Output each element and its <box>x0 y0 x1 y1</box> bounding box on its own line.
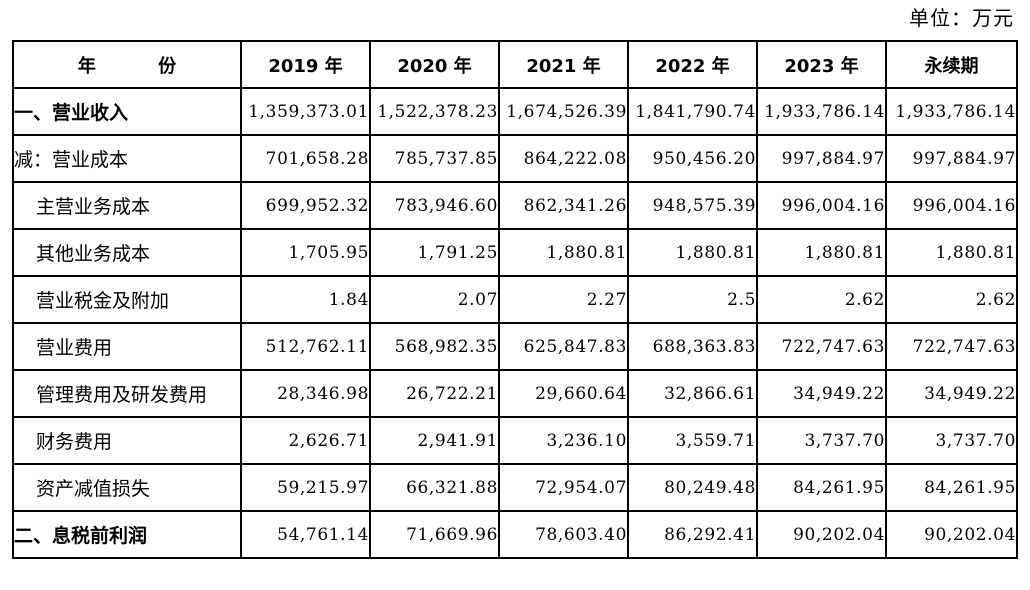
income-forecast-table: 年 份 2019 年 2020 年 2021 年 2022 年 2023 年 永… <box>12 40 1018 559</box>
row-label: 减：营业成本 <box>12 134 242 183</box>
row-label: 二、息税前利润 <box>12 510 242 559</box>
table-cell: 71,669.96 <box>369 510 500 559</box>
row-label: 主营业务成本 <box>12 181 242 230</box>
table-row: 一、营业收入 1,359,373.01 1,522,378.23 1,674,526.… <box>12 87 1018 136</box>
row-label: 营业税金及附加 <box>12 275 242 324</box>
table-cell: 1,359,373.01 <box>240 87 371 136</box>
table-cell: 3,236.10 <box>498 416 629 465</box>
table-cell: 722,747.63 <box>885 322 1018 371</box>
table-cell: 84,261.95 <box>756 463 887 512</box>
table-cell: 90,202.04 <box>756 510 887 559</box>
table-cell: 862,341.26 <box>498 181 629 230</box>
table-cell: 783,946.60 <box>369 181 500 230</box>
table-cell: 3,737.70 <box>885 416 1018 465</box>
table-cell: 2.07 <box>369 275 500 324</box>
table-cell: 688,363.83 <box>627 322 758 371</box>
table-cell: 1.84 <box>240 275 371 324</box>
table-body: 一、营业收入 1,359,373.01 1,522,378.23 1,674,526.… <box>12 87 1018 559</box>
row-label: 财务费用 <box>12 416 242 465</box>
table-row: 二、息税前利润 54,761.14 71,669.96 78,603.40 86,292… <box>12 510 1018 559</box>
table-cell: 996,004.16 <box>756 181 887 230</box>
table-cell: 29,660.64 <box>498 369 629 418</box>
table-cell: 80,249.48 <box>627 463 758 512</box>
table-header-row: 年 份 2019 年 2020 年 2021 年 2022 年 2023 年 永… <box>12 40 1018 89</box>
row-label: 其他业务成本 <box>12 228 242 277</box>
table-cell: 722,747.63 <box>756 322 887 371</box>
column-header: 2020 年 <box>369 40 500 89</box>
table-row: 其他业务成本 1,705.95 1,791.25 1,880.81 1,880.81 1,… <box>12 228 1018 277</box>
table-cell: 59,215.97 <box>240 463 371 512</box>
table-cell: 54,761.14 <box>240 510 371 559</box>
table-cell: 568,982.35 <box>369 322 500 371</box>
table-cell: 1,933,786.14 <box>756 87 887 136</box>
table-cell: 66,321.88 <box>369 463 500 512</box>
table-cell: 1,880.81 <box>885 228 1018 277</box>
table-cell: 864,222.08 <box>498 134 629 183</box>
table-cell: 28,346.98 <box>240 369 371 418</box>
table-cell: 1,791.25 <box>369 228 500 277</box>
column-header: 2022 年 <box>627 40 758 89</box>
table-cell: 1,880.81 <box>498 228 629 277</box>
table-cell: 1,841,790.74 <box>627 87 758 136</box>
table-row: 资产减值损失 59,215.97 66,321.88 72,954.07 80,249.… <box>12 463 1018 512</box>
row-label: 一、营业收入 <box>12 87 242 136</box>
table-cell: 785,737.85 <box>369 134 500 183</box>
table-cell: 34,949.22 <box>885 369 1018 418</box>
table-cell: 1,880.81 <box>756 228 887 277</box>
table-cell: 950,456.20 <box>627 134 758 183</box>
table-cell: 34,949.22 <box>756 369 887 418</box>
column-header: 永续期 <box>885 40 1018 89</box>
table-cell: 2,626.71 <box>240 416 371 465</box>
table-cell: 1,674,526.39 <box>498 87 629 136</box>
table-cell: 1,880.81 <box>627 228 758 277</box>
table-cell: 72,954.07 <box>498 463 629 512</box>
table-row: 营业税金及附加 1.84 2.07 2.27 2.5 2.62 2.62 <box>12 275 1018 324</box>
table-cell: 32,866.61 <box>627 369 758 418</box>
column-header: 2023 年 <box>756 40 887 89</box>
table-cell: 996,004.16 <box>885 181 1018 230</box>
table-cell: 3,737.70 <box>756 416 887 465</box>
table-cell: 948,575.39 <box>627 181 758 230</box>
table-row: 财务费用 2,626.71 2,941.91 3,236.10 3,559.71 3,73… <box>12 416 1018 465</box>
table-cell: 997,884.97 <box>756 134 887 183</box>
table-cell: 78,603.40 <box>498 510 629 559</box>
table-cell: 2.5 <box>627 275 758 324</box>
table-cell: 701,658.28 <box>240 134 371 183</box>
table-row: 管理费用及研发费用 28,346.98 26,722.21 29,660.64 32,8… <box>12 369 1018 418</box>
row-label: 营业费用 <box>12 322 242 371</box>
table-cell: 1,705.95 <box>240 228 371 277</box>
table-cell: 2.27 <box>498 275 629 324</box>
table-cell: 86,292.41 <box>627 510 758 559</box>
table-cell: 84,261.95 <box>885 463 1018 512</box>
table-cell: 2,941.91 <box>369 416 500 465</box>
unit-note: 单位：万元 <box>909 6 1014 30</box>
row-label: 资产减值损失 <box>12 463 242 512</box>
table-cell: 625,847.83 <box>498 322 629 371</box>
column-header: 2021 年 <box>498 40 629 89</box>
table-row: 主营业务成本 699,952.32 783,946.60 862,341.26 948,… <box>12 181 1018 230</box>
table-cell: 1,522,378.23 <box>369 87 500 136</box>
table-row: 减：营业成本 701,658.28 785,737.85 864,222.08 950,… <box>12 134 1018 183</box>
table-cell: 512,762.11 <box>240 322 371 371</box>
table-cell: 90,202.04 <box>885 510 1018 559</box>
table-cell: 2.62 <box>756 275 887 324</box>
table-cell: 26,722.21 <box>369 369 500 418</box>
table-cell: 699,952.32 <box>240 181 371 230</box>
table-row: 营业费用 512,762.11 568,982.35 625,847.83 688,36… <box>12 322 1018 371</box>
year-label-header: 年 份 <box>12 40 242 89</box>
column-header: 2019 年 <box>240 40 371 89</box>
table-cell: 997,884.97 <box>885 134 1018 183</box>
table-cell: 1,933,786.14 <box>885 87 1018 136</box>
table-cell: 2.62 <box>885 275 1018 324</box>
row-label: 管理费用及研发费用 <box>12 369 242 418</box>
table-cell: 3,559.71 <box>627 416 758 465</box>
